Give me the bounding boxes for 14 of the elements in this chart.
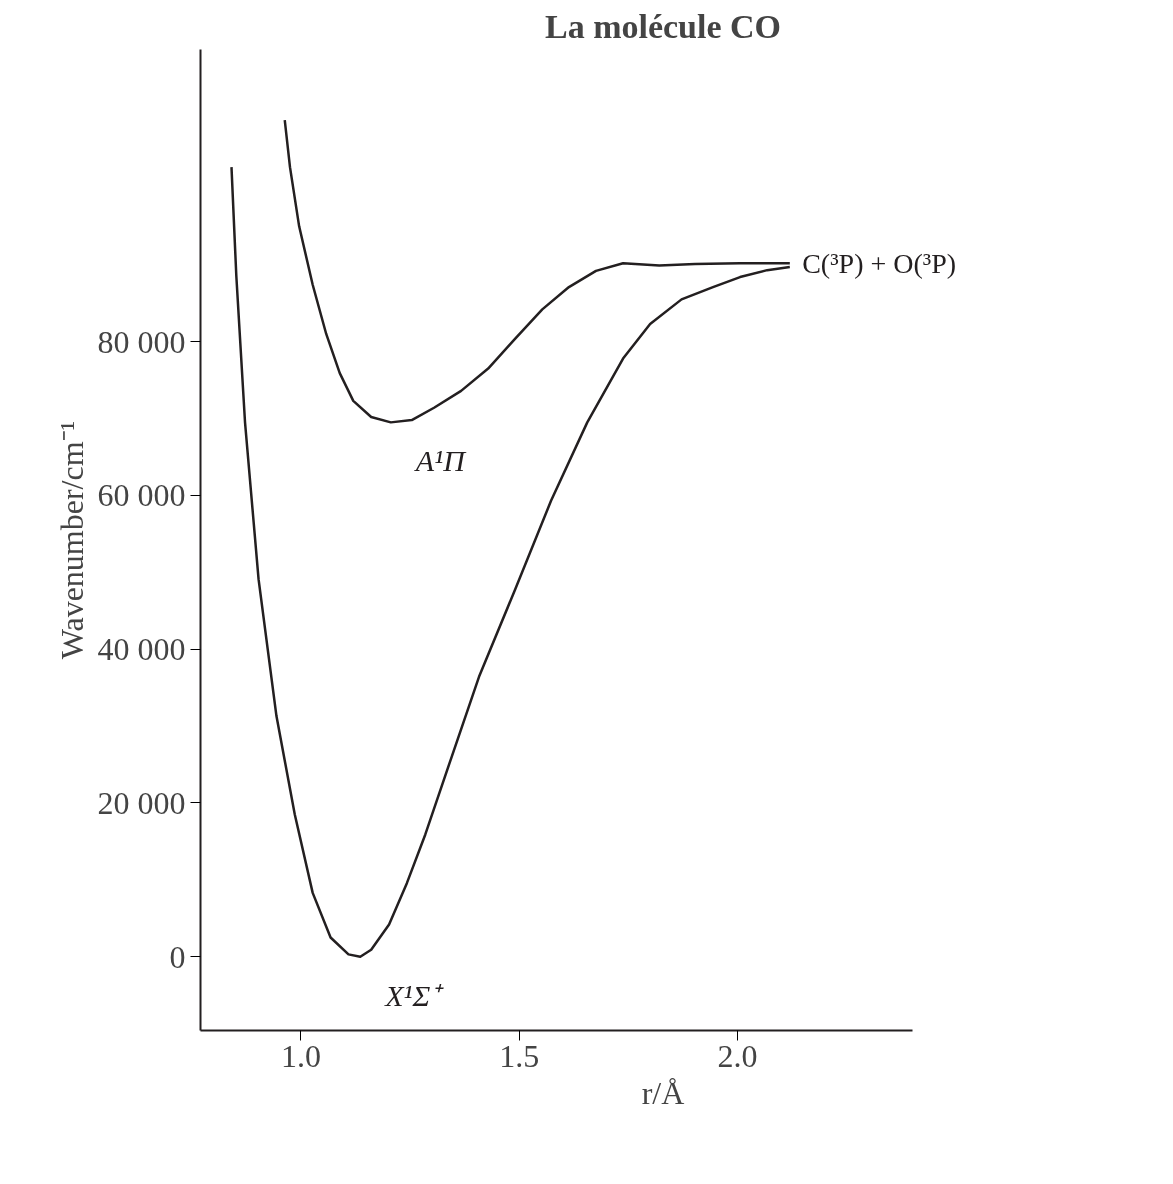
- y-axis-title: Wavenumber/cm⁻¹: [53, 420, 90, 660]
- x-tick-label: 1.0: [280, 1037, 321, 1074]
- y-tick-label: 60 000: [97, 477, 186, 514]
- x-tick-label: 1.5: [499, 1037, 540, 1074]
- y-tick-label: 20 000: [97, 784, 186, 821]
- y-tick-label: 0: [169, 938, 186, 975]
- chart-title: La molécule CO: [544, 7, 782, 45]
- annotation: C(³P) + O(³P): [802, 247, 957, 279]
- y-tick-label: 80 000: [97, 323, 186, 360]
- x-tick-label: 2.0: [717, 1037, 758, 1074]
- x-axis-title: r/Å: [641, 1074, 685, 1111]
- y-tick-label: 40 000: [97, 631, 186, 668]
- series-label: X¹Σ⁺: [384, 978, 445, 1012]
- series-label: A¹Π: [413, 444, 468, 478]
